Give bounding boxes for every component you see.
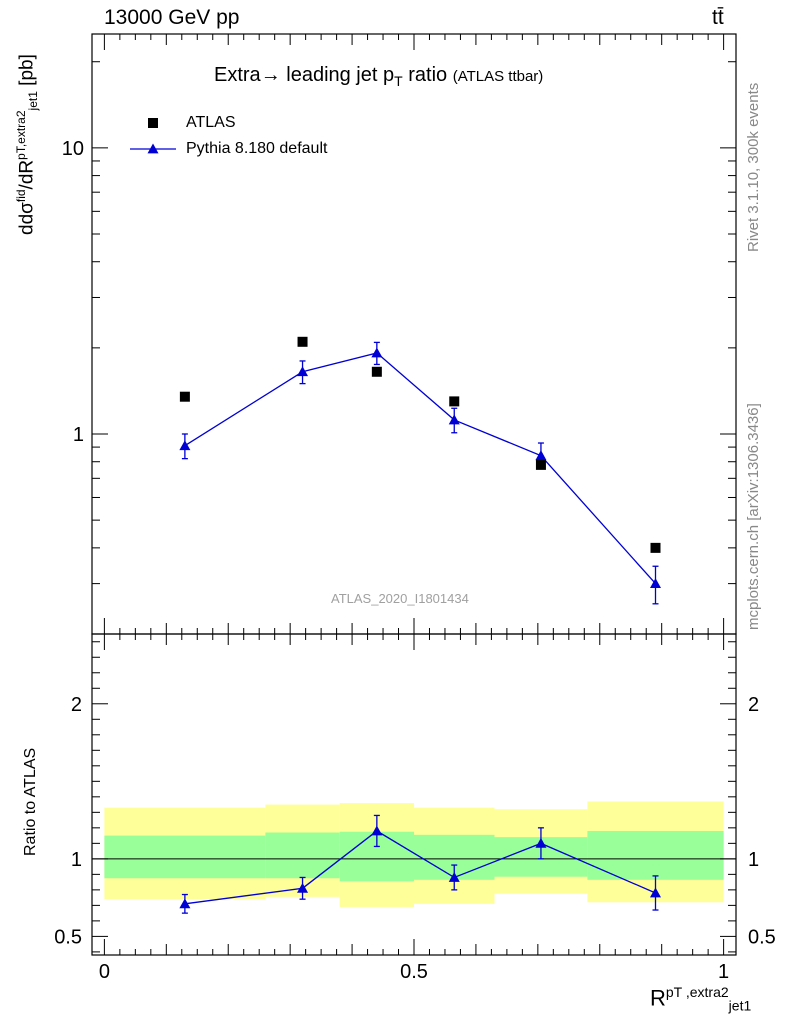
legend-label-atlas: ATLAS bbox=[186, 114, 236, 131]
ylabel-extra: extra2 bbox=[14, 110, 28, 144]
ratio-xtick-label: 0.5 bbox=[400, 961, 428, 983]
main-series-group bbox=[179, 336, 661, 605]
pythia-main-point-1 bbox=[297, 366, 309, 377]
side-label-bottom: mcplots.cern.ch [arXiv:1306.3436] bbox=[745, 403, 762, 630]
ratio-ytick-label: 2 bbox=[71, 694, 82, 716]
ratio-ytick-label-right: 2 bbox=[748, 694, 759, 716]
main-ytick-label: 1 bbox=[73, 424, 84, 446]
green-band-5 bbox=[587, 830, 724, 880]
title-arrow: → bbox=[260, 64, 281, 86]
ratio-ylabel: Ratio to ATLAS bbox=[22, 747, 39, 856]
pythia-main-point-5 bbox=[650, 578, 661, 589]
ratio-ytick-label: 0.5 bbox=[54, 926, 82, 948]
header-right: tt̄ bbox=[712, 6, 724, 29]
green-band-0 bbox=[104, 835, 266, 879]
title-post: ratio bbox=[408, 64, 448, 86]
ylabel-dr: dR bbox=[16, 159, 38, 185]
legend-mark-atlas bbox=[148, 118, 158, 128]
atlas-point-1 bbox=[297, 336, 308, 347]
legend-label-pythia: Pythia 8.180 default bbox=[186, 140, 328, 157]
title-pre: Extra bbox=[214, 64, 261, 86]
ylabel-jet: jet1 bbox=[26, 91, 41, 111]
chart-title: Extra→ leading jet pT ratio (ATLAS ttbar… bbox=[214, 64, 543, 89]
pythia-main-point-2 bbox=[371, 347, 383, 358]
ratio-series-group bbox=[179, 814, 661, 914]
ratio-ytick-label-right: 1 bbox=[748, 849, 759, 871]
xlabel-sup: pT ,extra2 bbox=[665, 984, 729, 1000]
pythia-ratio-point-1 bbox=[297, 882, 309, 893]
ratio-xtick-label: 1 bbox=[718, 961, 729, 983]
axes-group: 1 10 0 0.5 1 0.5 0.5 1 1 2 2 bbox=[54, 33, 776, 983]
pythia-main-point-3 bbox=[448, 414, 460, 425]
legend-marks bbox=[130, 118, 176, 154]
title-sub: T bbox=[394, 73, 403, 89]
main-ylabel: ddσfid/dRpT,extra2jet1 [pb] bbox=[14, 54, 41, 235]
pythia-ratio-point-3 bbox=[448, 871, 460, 882]
ylabel-sup-t: T bbox=[14, 147, 28, 154]
ratio-uncertainty-bands bbox=[104, 801, 724, 907]
atlas-point-0 bbox=[179, 391, 190, 402]
pythia-ratio-line bbox=[184, 830, 656, 905]
header-left: 13000 GeV pp bbox=[104, 6, 240, 29]
atlas-point-4 bbox=[535, 459, 546, 470]
analysis-label: ATLAS_2020_I1801434 bbox=[331, 591, 469, 606]
pythia-main-line bbox=[184, 352, 656, 585]
pythia-ratio-point-0 bbox=[179, 898, 191, 909]
xlabel-r: R bbox=[650, 985, 666, 1011]
side-label-top: Rivet 3.1.10, 300k events bbox=[745, 82, 762, 252]
main-ytick-label: 10 bbox=[62, 138, 84, 160]
xlabel: RpT ,extra2jet1 bbox=[650, 984, 751, 1014]
title-mid: leading jet p bbox=[286, 64, 395, 86]
ratio-ytick-label: 1 bbox=[71, 849, 82, 871]
atlas-point-3 bbox=[449, 396, 460, 407]
ylabel-fid: fid bbox=[14, 189, 28, 203]
atlas-point-2 bbox=[371, 366, 382, 377]
xlabel-sub: jet1 bbox=[728, 997, 752, 1014]
pythia-ratio-point-2 bbox=[371, 825, 383, 836]
atlas-point-5 bbox=[650, 542, 661, 553]
pythia-ratio-point-5 bbox=[650, 887, 661, 898]
legend-mark-pythia bbox=[147, 143, 159, 154]
ylabel-d: d bbox=[16, 224, 38, 235]
ratio-ytick-label-right: 0.5 bbox=[748, 926, 776, 948]
ylabel-sigma: dσ bbox=[16, 202, 38, 225]
pythia-ratio-point-4 bbox=[535, 837, 547, 848]
pythia-main-point-4 bbox=[535, 450, 547, 461]
pythia-main-point-0 bbox=[179, 440, 191, 451]
ylabel-unit: [pb] bbox=[16, 54, 38, 86]
title-small: (ATLAS ttbar) bbox=[452, 68, 544, 85]
ratio-xtick-label: 0 bbox=[99, 961, 110, 983]
ylabel-sup-p: p bbox=[14, 153, 28, 160]
green-band-1 bbox=[265, 832, 340, 879]
